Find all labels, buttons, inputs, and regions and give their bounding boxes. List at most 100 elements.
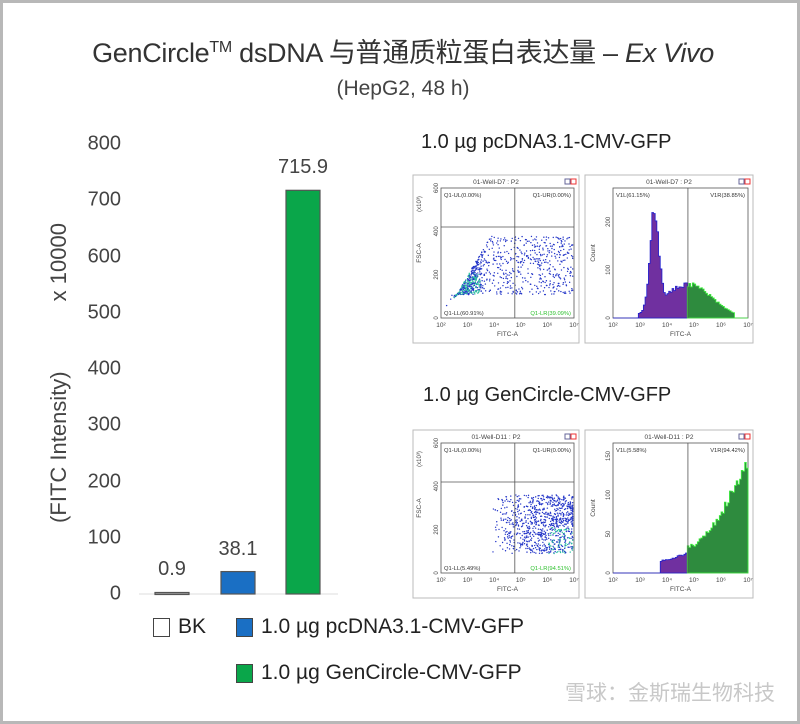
- scatter-point: [571, 496, 573, 498]
- scatter-point: [517, 271, 519, 273]
- scatter-point: [571, 257, 574, 260]
- close-icon: [744, 178, 751, 185]
- scatter-point: [565, 275, 567, 277]
- scatter-point: [538, 251, 541, 254]
- scatter-point: [530, 501, 532, 504]
- scatter-point: [550, 518, 553, 520]
- scatter-point: [480, 259, 483, 261]
- scatter-point: [561, 505, 564, 507]
- scatter-point: [487, 262, 489, 264]
- scatter-point: [467, 282, 469, 284]
- scatter-point: [477, 288, 479, 291]
- x-tick-label: 10³: [635, 322, 645, 329]
- scatter-point: [497, 244, 499, 246]
- scatter-point: [529, 520, 532, 523]
- panel-title: 01-Well-D7 : P2: [646, 179, 692, 186]
- quadrant-lr: Q1-LR(39.09%): [530, 311, 571, 317]
- scatter-point: [553, 546, 555, 549]
- x-tick-label: 10²: [436, 322, 446, 329]
- scatter-point: [484, 283, 487, 285]
- scatter-point: [540, 536, 543, 538]
- scatter-point: [539, 291, 541, 293]
- scatter-point: [551, 498, 554, 500]
- scatter-point: [475, 285, 477, 288]
- scatter-point: [567, 511, 569, 513]
- scatter-point: [539, 253, 542, 256]
- scatter-point: [528, 527, 531, 530]
- scatter-point: [556, 241, 559, 244]
- scatter-point: [525, 250, 528, 252]
- scatter-point: [562, 548, 564, 551]
- scatter-point: [570, 272, 572, 274]
- scatter-point: [499, 276, 501, 278]
- scatter-point: [555, 494, 557, 496]
- scatter-point: [567, 518, 569, 521]
- scatter-point: [564, 259, 566, 261]
- scatter-point: [537, 267, 539, 269]
- scatter-point: [529, 249, 532, 252]
- scatter-point: [501, 513, 504, 515]
- scatter-point: [568, 519, 571, 522]
- scatter-point: [506, 278, 509, 280]
- scatter-point: [555, 535, 557, 537]
- scatter-point: [513, 545, 515, 548]
- scatter-point: [546, 269, 549, 271]
- scatter-point: [544, 548, 546, 550]
- scatter-point: [460, 291, 462, 294]
- scatter-point: [559, 253, 561, 256]
- scatter-point: [510, 240, 513, 242]
- scatter-point: [552, 266, 554, 268]
- scatter-point: [547, 496, 549, 499]
- scatter-point: [551, 529, 553, 531]
- y-axis-label: FSC-A: [416, 243, 423, 263]
- y-tick-label: 150: [606, 450, 612, 461]
- scatter-point: [488, 271, 491, 273]
- scatter-point: [567, 522, 569, 524]
- scatter-point: [560, 239, 562, 242]
- scatter-point: [555, 522, 557, 524]
- scatter-point: [504, 240, 507, 243]
- scatter-point: [530, 517, 533, 520]
- scatter-point: [519, 292, 521, 294]
- scatter-point: [559, 263, 561, 266]
- scatter-point: [523, 540, 526, 542]
- scatter-point: [527, 536, 529, 538]
- scatter-point: [543, 253, 545, 256]
- scatter-point: [548, 497, 551, 499]
- scatter-point: [508, 521, 510, 523]
- scatter-point: [530, 523, 532, 525]
- y-axis-unit: (x10³): [417, 451, 423, 467]
- scatter-point: [537, 260, 539, 262]
- scatter-point: [538, 248, 540, 251]
- y-tick-label: 0: [434, 316, 440, 320]
- scatter-point: [515, 289, 517, 292]
- scatter-point: [550, 534, 552, 536]
- scatter-point: [546, 513, 548, 516]
- scatter-point: [545, 496, 548, 499]
- scatter-point: [558, 512, 560, 515]
- y-tick-label: 200: [434, 524, 440, 535]
- scatter-point: [568, 506, 570, 508]
- scatter-point: [488, 264, 490, 267]
- scatter-point: [570, 531, 573, 533]
- scatter-point: [569, 518, 571, 520]
- scatter-point: [530, 505, 532, 508]
- scatter-point: [557, 501, 560, 504]
- scatter-point: [495, 259, 497, 262]
- scatter-point: [563, 525, 565, 528]
- scatter-point: [543, 236, 545, 238]
- scatter-point: [571, 548, 573, 550]
- scatter-point: [565, 539, 567, 541]
- x-tick-label: 10⁷: [743, 322, 753, 329]
- scatter-point: [499, 287, 502, 289]
- scatter-point: [570, 266, 572, 268]
- scatter-point: [543, 543, 545, 546]
- scatter-point: [552, 516, 554, 519]
- scatter-point: [512, 290, 514, 293]
- scatter-point: [531, 551, 534, 553]
- scatter-point: [566, 518, 568, 520]
- scatter-point: [553, 252, 556, 255]
- scatter-point: [500, 517, 502, 519]
- scatter-point: [535, 236, 538, 238]
- scatter-point: [553, 248, 555, 251]
